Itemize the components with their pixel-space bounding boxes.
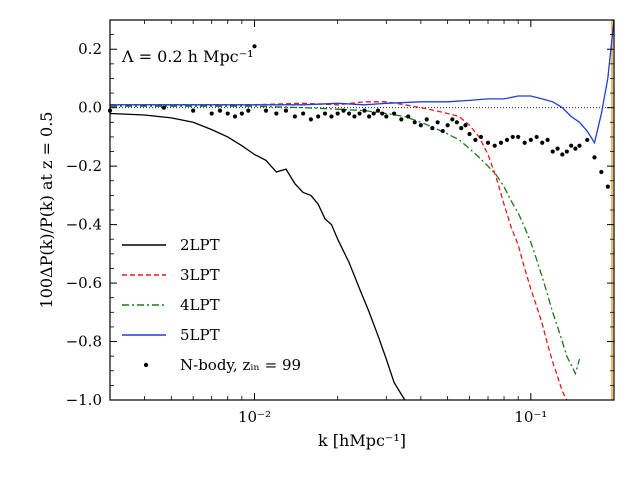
y-tick-label: −0.6	[66, 274, 102, 292]
nbody-point	[384, 114, 389, 119]
y-tick-label: 0.0	[78, 99, 102, 117]
nbody-point	[263, 108, 269, 113]
nbody-point	[375, 108, 381, 113]
nbody-point	[209, 111, 214, 116]
series-3lpt	[110, 101, 568, 401]
nbody-point	[191, 108, 196, 113]
series-5lpt	[110, 19, 615, 145]
legend-label: 5LPT	[180, 326, 220, 344]
nbody-point	[399, 117, 404, 122]
legend-label: 2LPT	[180, 236, 220, 254]
nbody-point	[504, 137, 510, 142]
nbody-point	[545, 137, 550, 142]
ticks-layer: 10⁻² 10⁻¹ 0.2 0.0 −0.2 −0.4 −0.6 −0.8 −1.0	[66, 19, 615, 426]
y-tick-label: −1.0	[66, 391, 102, 409]
nbody-point	[592, 155, 597, 160]
nbody-point	[292, 114, 297, 119]
x-axis-label: k [hMpc⁻¹]	[318, 431, 406, 450]
x-tick-label: 10⁻¹	[514, 408, 547, 426]
nbody-point	[232, 114, 238, 119]
nbody-point	[357, 111, 362, 116]
nbody-point	[252, 44, 257, 49]
nbody-point	[459, 126, 464, 131]
nbody-point	[316, 114, 321, 119]
nbody-point	[367, 114, 372, 119]
legend-label: 4LPT	[180, 296, 220, 314]
nbody-point	[362, 108, 367, 113]
nbody-point	[161, 105, 166, 110]
nbody-point	[335, 111, 340, 116]
nbody-point	[225, 111, 230, 116]
y-tick-label: −0.2	[66, 157, 102, 175]
series-2lpt	[109, 112, 406, 401]
nbody-point	[440, 128, 445, 134]
nbody-point	[560, 152, 565, 157]
legend-label: 3LPT	[180, 266, 220, 284]
nbody-point	[347, 111, 352, 116]
nbody-point	[283, 108, 289, 113]
nbody-point	[528, 137, 533, 142]
nbody-point	[534, 134, 539, 140]
annotation-lambda: Λ = 0.2 h Mpc⁻¹	[121, 47, 254, 66]
nbody-scatter-layer	[107, 44, 610, 189]
nbody-point	[540, 140, 545, 145]
y-axis-label: 100ΔP(k)/P(k) at z = 0.5	[37, 112, 56, 309]
nbody-point	[463, 123, 468, 128]
nbody-point	[239, 111, 244, 116]
nbody-point	[555, 146, 560, 151]
y-tick-label: 0.2	[78, 40, 102, 58]
nbody-point	[510, 134, 515, 140]
nbody-point	[301, 111, 306, 116]
nbody-point	[430, 126, 435, 131]
nbody-point	[516, 134, 521, 140]
legend-marker-nbody	[143, 362, 149, 368]
nbody-point	[322, 111, 328, 116]
nbody-point	[274, 111, 279, 116]
nbody-point	[605, 184, 610, 189]
nbody-point	[485, 140, 491, 145]
nbody-point	[341, 108, 346, 113]
y-tick-label: −0.4	[66, 216, 102, 234]
legend: 2LPT 3LPT 4LPT 5LPT N-body, zᵢₙ = 99	[122, 236, 301, 374]
nbody-point	[418, 123, 423, 128]
nbody-point	[454, 120, 459, 125]
nbody-point	[352, 114, 357, 119]
nbody-point	[577, 143, 582, 148]
nbody-point	[450, 117, 455, 122]
nbody-point	[406, 114, 411, 119]
nbody-point	[473, 137, 478, 142]
nbody-point	[467, 131, 472, 137]
legend-label: N-body, zᵢₙ = 99	[180, 356, 301, 374]
nbody-point	[380, 111, 385, 116]
nbody-point	[550, 149, 555, 154]
nbody-point	[564, 149, 569, 154]
y-tick-label: −0.8	[66, 333, 102, 351]
nbody-point	[424, 117, 429, 122]
nbody-point	[391, 111, 397, 116]
nbody-point	[599, 169, 604, 175]
nbody-point	[522, 140, 527, 145]
nbody-point	[412, 120, 417, 125]
nbody-point	[492, 143, 497, 148]
nbody-point	[498, 140, 504, 145]
nbody-point	[329, 114, 334, 119]
x-tick-label: 10⁻²	[238, 408, 271, 426]
nbody-point	[445, 123, 450, 128]
nbody-point	[371, 111, 376, 116]
nbody-point	[478, 134, 484, 140]
nbody-point	[569, 143, 574, 148]
nbody-point	[246, 108, 251, 113]
nbody-point	[308, 117, 313, 122]
nbody-point	[585, 137, 590, 142]
nbody-point	[573, 146, 578, 151]
nbody-point	[435, 120, 440, 125]
nbody-point	[217, 108, 223, 113]
